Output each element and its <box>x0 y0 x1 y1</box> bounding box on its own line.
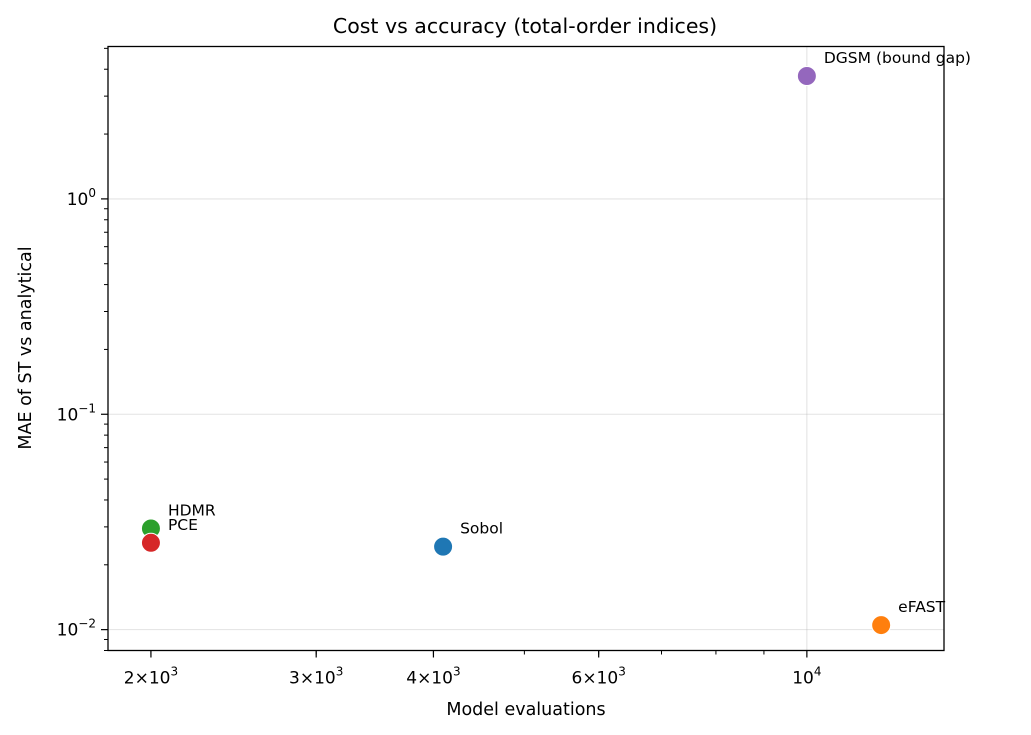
data-point <box>140 532 161 553</box>
data-point <box>796 66 817 87</box>
point-label: eFAST <box>898 598 945 616</box>
y-tick-label: 10−2 <box>57 617 96 641</box>
chart-title: Cost vs accuracy (total-order indices) <box>333 14 717 38</box>
grid-lines <box>108 46 944 651</box>
major-ticks: 2×103 3×103 4×103 6×103 104 10−2 10−1 100 <box>57 186 822 689</box>
x-tick-label: 6×103 <box>572 665 626 689</box>
x-axis-label: Model evaluations <box>446 700 605 720</box>
data-point <box>871 615 892 636</box>
y-tick-label: 100 <box>67 186 96 210</box>
x-tick-label: 2×103 <box>124 665 178 689</box>
point-label: HDMR <box>168 501 216 519</box>
point-label: DGSM (bound gap) <box>824 49 971 67</box>
x-tick-label: 104 <box>792 665 821 689</box>
y-tick-label: 10−1 <box>57 401 96 425</box>
plot-frame <box>107 45 945 652</box>
data-point <box>433 536 454 557</box>
x-tick-label: 3×103 <box>289 665 343 689</box>
point-label: Sobol <box>460 520 503 538</box>
y-axis-label: MAE of ST vs analytical <box>16 246 36 449</box>
x-tick-label: 4×103 <box>406 665 460 689</box>
point-label: PCE <box>168 516 198 534</box>
